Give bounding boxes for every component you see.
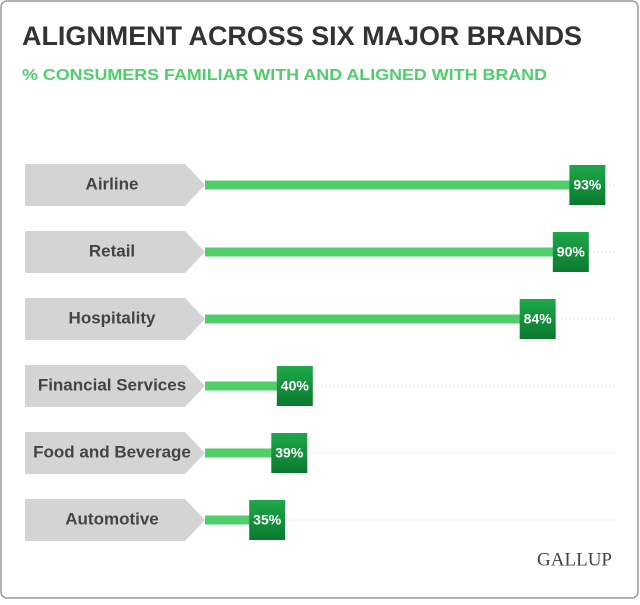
bar <box>205 247 571 257</box>
value-label: 84% <box>524 311 553 327</box>
category-label: Automotive <box>65 509 159 528</box>
category-tab <box>25 365 205 407</box>
category-label: Retail <box>89 241 135 260</box>
value-box <box>271 433 308 473</box>
category-tab <box>25 298 205 340</box>
category-label: Airline <box>86 174 139 193</box>
category-tab <box>25 499 205 541</box>
value-label: 35% <box>253 512 282 528</box>
bar <box>205 515 268 525</box>
value-label: 39% <box>275 445 304 461</box>
value-box <box>519 299 556 339</box>
value-box <box>569 165 606 205</box>
value-label: 90% <box>557 244 586 260</box>
chart-title: ALIGNMENT ACROSS SIX MAJOR BRANDS <box>22 21 582 51</box>
bar <box>205 381 295 391</box>
category-tab <box>25 432 205 474</box>
value-box <box>552 232 589 272</box>
category-tab <box>25 231 205 273</box>
category-tab <box>25 164 205 206</box>
category-label: Food and Beverage <box>33 442 191 461</box>
category-label: Hospitality <box>69 308 156 327</box>
bar <box>205 314 538 324</box>
bar <box>205 448 290 458</box>
source-logo: GALLUP <box>537 549 612 570</box>
value-label: 40% <box>281 378 310 394</box>
value-label: 93% <box>573 177 602 193</box>
category-label: Financial Services <box>38 375 186 394</box>
chart-subtitle: % CONSUMERS FAMILIAR WITH AND ALIGNED WI… <box>22 67 547 84</box>
value-box <box>276 366 313 406</box>
value-box <box>249 500 286 540</box>
bar <box>205 180 588 190</box>
